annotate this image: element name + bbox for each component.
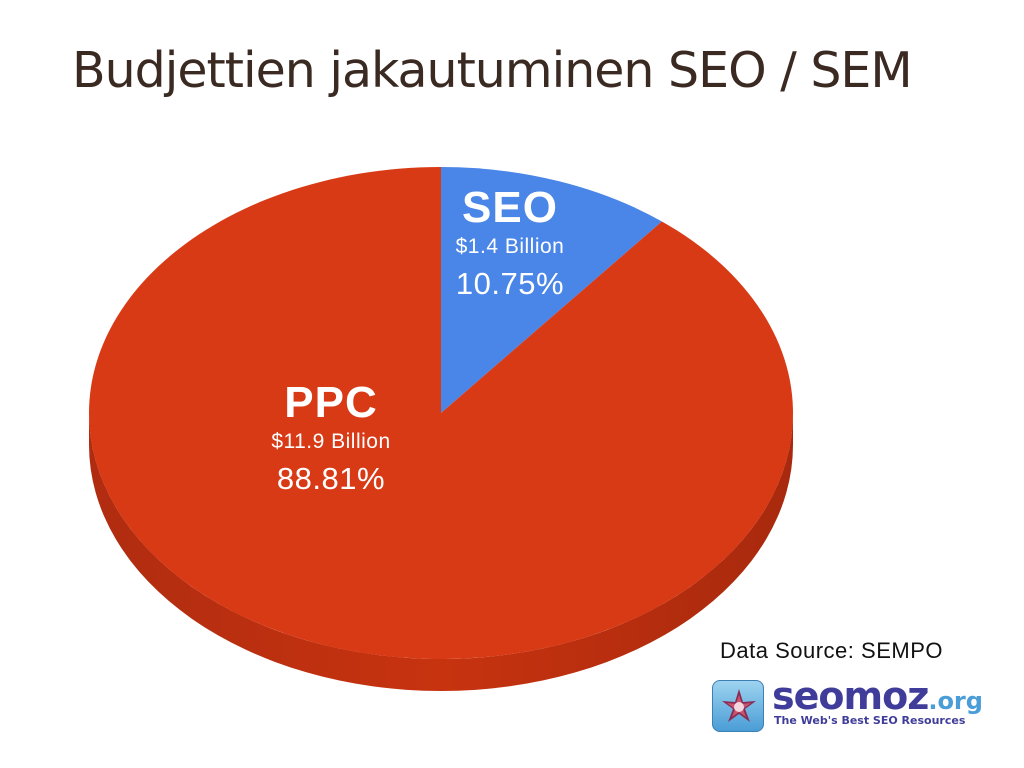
compass-star-icon xyxy=(712,680,764,732)
ppc-category-label: PPC xyxy=(284,378,378,427)
data-source-note: Data Source: SEMPO xyxy=(720,638,943,663)
seo-slice-label: SEO $1.4 Billion 10.75% xyxy=(410,186,610,304)
slide-title: Budjettien jakautuminen SEO / SEM xyxy=(72,42,913,99)
pie-slice-seo xyxy=(441,167,662,413)
ppc-amount-label: $11.9 Billion xyxy=(271,430,391,453)
logo-tld: .org xyxy=(928,687,983,715)
logo-name: seomoz xyxy=(772,674,929,718)
ppc-percent-label: 88.81% xyxy=(276,461,386,496)
seo-amount-label: $1.4 Billion xyxy=(455,235,565,258)
pie-slice-ppc xyxy=(89,166,794,659)
seo-percent-label: 10.75% xyxy=(455,266,565,301)
seomoz-logo: seomoz.org The Web's Best SEO Resources xyxy=(712,674,983,734)
seo-category-label: SEO xyxy=(462,183,558,232)
logo-wordmark: seomoz.org xyxy=(772,674,983,718)
logo-tagline: The Web's Best SEO Resources xyxy=(774,714,966,727)
ppc-slice-label: PPC $11.9 Billion 88.81% xyxy=(231,381,431,499)
